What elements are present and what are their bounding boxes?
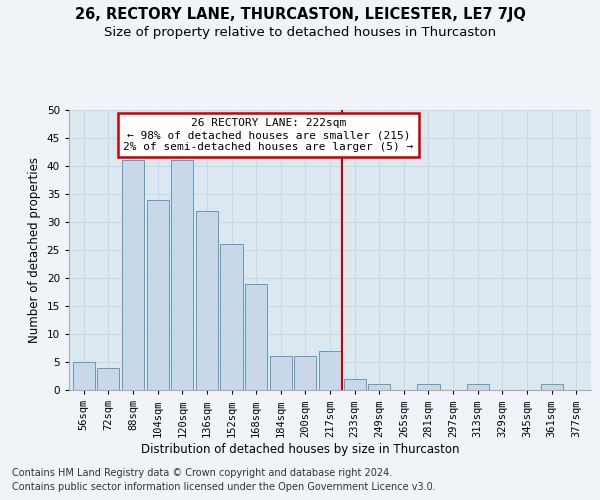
Y-axis label: Number of detached properties: Number of detached properties — [28, 157, 41, 343]
Text: Size of property relative to detached houses in Thurcaston: Size of property relative to detached ho… — [104, 26, 496, 39]
Bar — [97, 368, 119, 390]
Bar — [245, 284, 267, 390]
Bar — [220, 244, 242, 390]
Bar — [368, 384, 391, 390]
Bar — [541, 384, 563, 390]
Text: Distribution of detached houses by size in Thurcaston: Distribution of detached houses by size … — [141, 442, 459, 456]
Bar — [418, 384, 440, 390]
Bar — [294, 356, 316, 390]
Text: 26, RECTORY LANE, THURCASTON, LEICESTER, LE7 7JQ: 26, RECTORY LANE, THURCASTON, LEICESTER,… — [74, 8, 526, 22]
Text: 26 RECTORY LANE: 222sqm
← 98% of detached houses are smaller (215)
2% of semi-de: 26 RECTORY LANE: 222sqm ← 98% of detache… — [124, 118, 413, 152]
Bar — [269, 356, 292, 390]
Text: Contains HM Land Registry data © Crown copyright and database right 2024.: Contains HM Land Registry data © Crown c… — [12, 468, 392, 477]
Bar — [344, 379, 366, 390]
Bar — [73, 362, 95, 390]
Bar — [319, 351, 341, 390]
Bar — [467, 384, 489, 390]
Text: Contains public sector information licensed under the Open Government Licence v3: Contains public sector information licen… — [12, 482, 436, 492]
Bar — [171, 160, 193, 390]
Bar — [146, 200, 169, 390]
Bar — [196, 211, 218, 390]
Bar — [122, 160, 144, 390]
